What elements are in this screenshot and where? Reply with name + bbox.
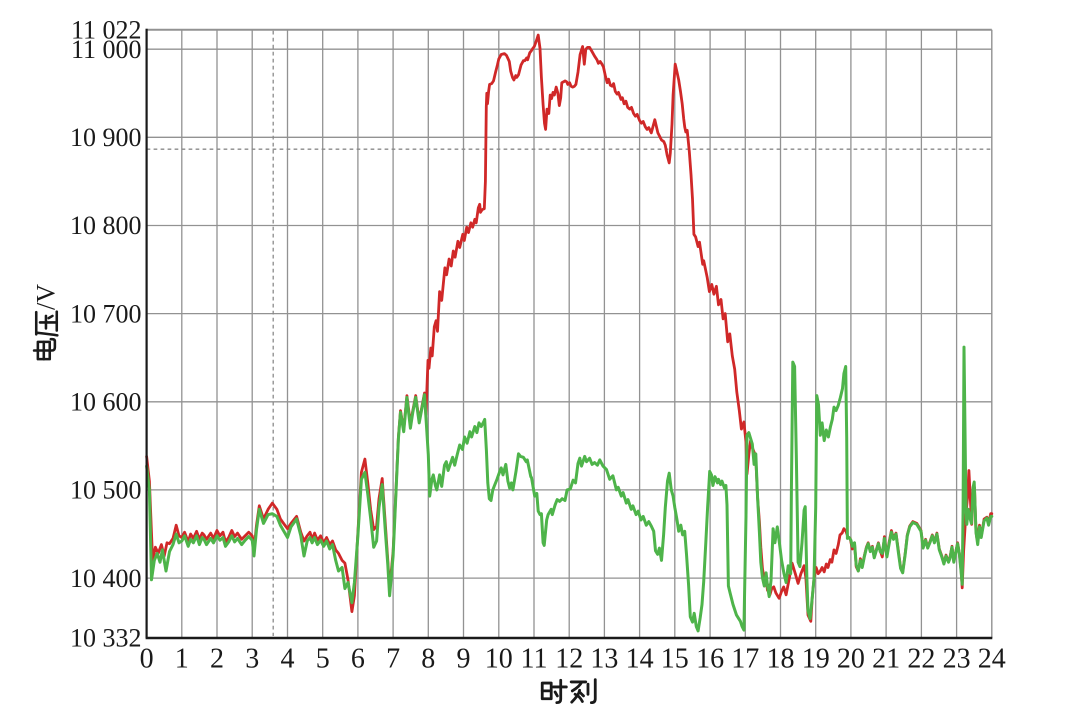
svg-text:10 800: 10 800: [70, 211, 142, 240]
svg-text:10 500: 10 500: [70, 476, 142, 505]
svg-text:15: 15: [661, 644, 689, 675]
svg-text:22: 22: [907, 644, 935, 675]
svg-text:11 022: 11 022: [71, 16, 142, 45]
svg-text:9: 9: [457, 644, 471, 675]
svg-text:11: 11: [521, 644, 548, 675]
svg-text:10 600: 10 600: [70, 388, 142, 417]
svg-text:14: 14: [626, 644, 654, 675]
svg-text:12: 12: [555, 644, 583, 675]
svg-text:1: 1: [175, 644, 189, 675]
svg-text:24: 24: [978, 644, 1006, 675]
svg-text:3: 3: [245, 644, 259, 675]
svg-text:0: 0: [140, 644, 154, 675]
svg-text:23: 23: [943, 644, 971, 675]
svg-text:20: 20: [837, 644, 865, 675]
svg-text:4: 4: [281, 644, 295, 675]
svg-text:19: 19: [802, 644, 830, 675]
svg-text:21: 21: [872, 644, 900, 675]
svg-text:5: 5: [316, 644, 330, 675]
svg-text:10: 10: [485, 644, 513, 675]
svg-text:10 900: 10 900: [70, 123, 142, 152]
svg-text:18: 18: [767, 644, 795, 675]
svg-text:10 400: 10 400: [70, 564, 142, 593]
svg-text:10 332: 10 332: [70, 624, 142, 653]
svg-text:11 000: 11 000: [71, 35, 142, 64]
svg-text:8: 8: [421, 644, 435, 675]
svg-text:17: 17: [731, 644, 759, 675]
svg-text:10 700: 10 700: [70, 299, 142, 328]
svg-text:2: 2: [210, 644, 224, 675]
svg-text:/V: /V: [32, 284, 61, 310]
svg-text:16: 16: [696, 644, 724, 675]
svg-text:6: 6: [351, 644, 365, 675]
svg-text:13: 13: [590, 644, 618, 675]
svg-text:7: 7: [386, 644, 400, 675]
